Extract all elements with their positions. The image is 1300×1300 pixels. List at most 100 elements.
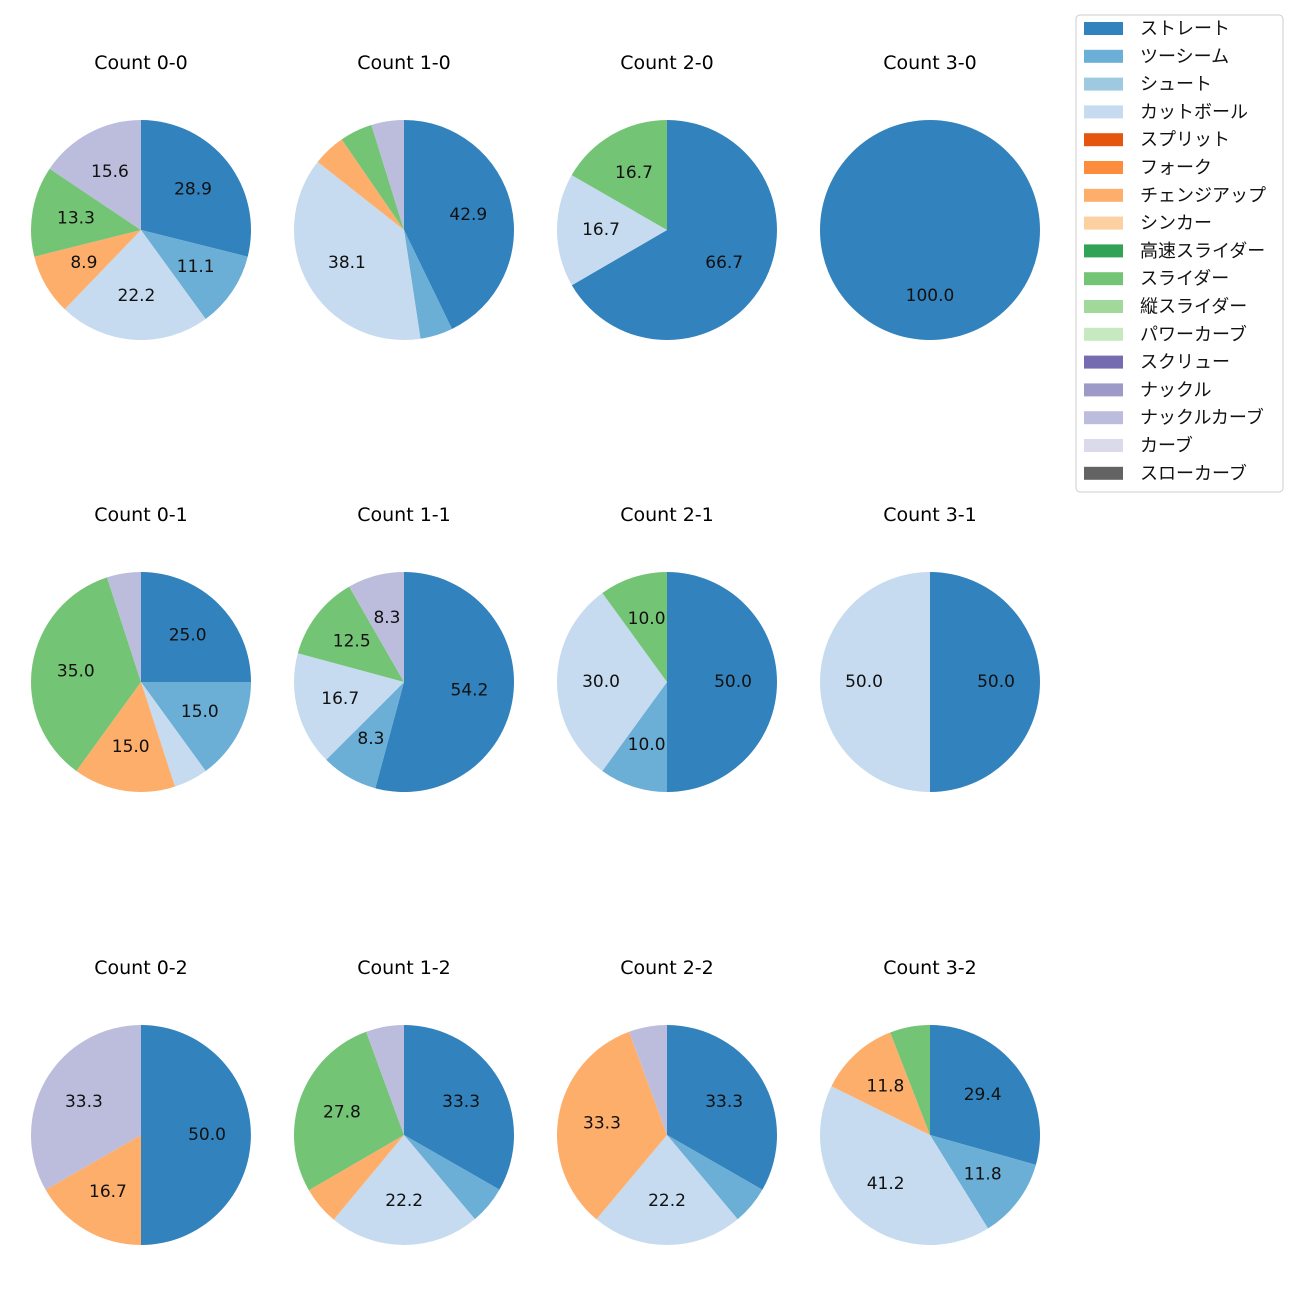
pie-slice	[141, 572, 251, 682]
pie-slice	[76, 682, 175, 793]
legend-label: ナックル	[1140, 380, 1211, 401]
pie-slice	[297, 586, 404, 682]
slice-value-label: 22.2	[385, 1191, 423, 1211]
pie-count-3-2: Count 3-2 29.4 11.8 41.2 11.8	[819, 957, 1041, 1246]
pie-slice	[45, 1135, 142, 1245]
pie-slice	[404, 1135, 500, 1220]
slice-value-label: 10.0	[628, 609, 666, 629]
slice-value-label: 15.6	[91, 162, 129, 182]
legend-item: 高速スライダー	[1084, 241, 1265, 262]
slice-value-label: 15.0	[181, 702, 219, 722]
pie-title: Count 1-1	[357, 504, 451, 526]
pie-slice	[831, 1032, 930, 1135]
pie-slice	[371, 120, 404, 230]
legend-swatch	[1084, 272, 1123, 286]
pie-slice	[602, 682, 667, 792]
pie-slice	[667, 1135, 763, 1220]
slice-value-label: 50.0	[714, 672, 752, 692]
legend-swatch	[1084, 244, 1123, 258]
pie-count-2-0: Count 2-0 66.7 16.7 16.7	[556, 52, 777, 340]
legend-label: ツーシーム	[1140, 46, 1229, 67]
legend-item: シュート	[1084, 74, 1212, 95]
pie-slice	[64, 230, 206, 340]
legend-swatch	[1084, 439, 1123, 452]
legend-label: スプリット	[1140, 130, 1230, 151]
pie-slice	[326, 682, 404, 789]
pie-slice	[294, 1031, 404, 1191]
legend-label: 高速スライダー	[1140, 241, 1265, 262]
legend-swatch	[1084, 133, 1123, 147]
pie-count-1-2: Count 1-2 33.3 22.2 27.8	[294, 957, 514, 1245]
pie-title: Count 3-1	[883, 504, 977, 526]
pie-slice	[930, 1025, 1041, 1165]
pie-slice	[404, 119, 515, 329]
legend-item: スローカーブ	[1084, 462, 1247, 484]
pie-count-2-2: Count 2-2 33.3 22.2 33.3	[557, 957, 778, 1245]
pie-count-0-0: Count 0-0 28.9 11.1 22.2 8.9 13.3 15.6	[31, 52, 251, 340]
legend-swatch	[1084, 161, 1123, 174]
pie-slice	[107, 572, 141, 682]
pie-count-1-0: Count 1-0 42.9 38.1	[293, 52, 515, 341]
pie-slice	[890, 1025, 930, 1135]
slice-value-label: 22.2	[648, 1191, 686, 1211]
legend-item: ストレート	[1084, 19, 1230, 40]
legend-label: カットボール	[1140, 102, 1248, 123]
pie-slice	[31, 168, 141, 257]
slice-value-label: 15.0	[112, 737, 150, 757]
pie-slice	[294, 653, 404, 760]
slice-value-label: 35.0	[57, 662, 95, 682]
pie-title: Count 0-2	[94, 957, 188, 979]
slice-value-label: 8.3	[373, 608, 400, 628]
legend-label: シュート	[1140, 74, 1212, 95]
slice-value-label: 30.0	[582, 672, 620, 692]
legend-swatch	[1084, 300, 1123, 313]
pie-charts: Count 0-0 28.9 11.1 22.2 8.9 13.3 15.6 Count 1-…	[30, 52, 1041, 1246]
pie-slice	[404, 230, 452, 339]
pie-slice	[366, 1025, 404, 1135]
pie-slice	[30, 577, 141, 771]
pie-slice	[141, 120, 251, 257]
slice-value-label: 41.2	[867, 1174, 905, 1194]
pie-slice	[375, 572, 515, 792]
pie-title: Count 2-0	[620, 52, 714, 74]
pie-title: Count 3-0	[883, 52, 977, 74]
pie-slice	[34, 230, 141, 310]
legend-swatch	[1084, 22, 1123, 35]
pie-slice	[602, 572, 667, 682]
slice-value-label: 10.0	[628, 735, 666, 755]
pie-title: Count 0-1	[94, 504, 188, 526]
slice-value-label: 50.0	[845, 672, 883, 692]
legend-item: カーブ	[1084, 435, 1193, 457]
legend-label: シンカー	[1140, 213, 1212, 234]
legend-frame	[1075, 14, 1284, 493]
slice-value-label: 16.7	[615, 163, 653, 183]
slice-value-label: 27.8	[323, 1103, 361, 1123]
pie-slice	[571, 120, 777, 340]
slice-value-label: 11.8	[964, 1165, 1002, 1185]
pie-slice	[141, 1025, 251, 1245]
slice-value-label: 100.0	[906, 286, 955, 306]
legend-swatch	[1084, 216, 1123, 230]
pie-slice	[30, 1025, 142, 1190]
legend-swatch	[1084, 327, 1123, 341]
pie-count-1-1: Count 1-154.28.316.712.58.3	[294, 504, 515, 792]
legend-label: フォーク	[1140, 158, 1212, 179]
slice-value-label: 22.2	[118, 286, 156, 306]
legend-item: カットボール	[1084, 102, 1248, 123]
legend-label: ストレート	[1140, 19, 1230, 40]
pie-title: Count 1-2	[357, 957, 451, 979]
pie-count-3-0: Count 3-0 100.0	[820, 52, 1040, 340]
legend-swatch	[1084, 188, 1123, 202]
pie-slice	[556, 175, 667, 286]
pie-title: Count 0-0	[94, 52, 188, 74]
pie-slice	[404, 1025, 514, 1190]
pie-slice	[819, 1086, 989, 1246]
slice-value-label: 25.0	[169, 625, 207, 645]
slice-value-label: 11.1	[177, 257, 215, 277]
legend: ストレートツーシームシュートカットボールスプリットフォークチェンジアップシンカー…	[1075, 14, 1284, 493]
pie-slice	[333, 1135, 475, 1245]
pie-slice	[930, 1135, 1036, 1229]
slice-value-label: 13.3	[57, 209, 95, 229]
legend-item: ナックルカーブ	[1084, 407, 1264, 429]
